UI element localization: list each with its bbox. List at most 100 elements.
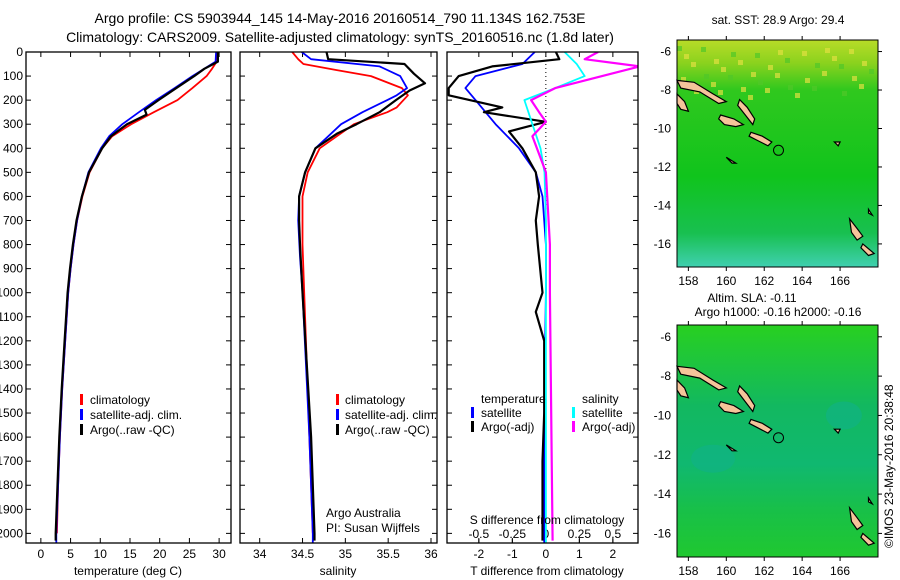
plot-frame — [25, 51, 232, 544]
y-tick-label: 1000 — [0, 286, 23, 300]
sst-patch — [711, 82, 716, 87]
sst-patch — [822, 71, 827, 76]
legend-label: Argo(-adj) — [481, 420, 534, 434]
lon-tick-label: 166 — [830, 274, 850, 288]
island — [717, 400, 745, 415]
series-climatology — [291, 52, 409, 534]
x-tick-label: -1 — [507, 547, 518, 561]
series-salinity-argo-adj- — [529, 52, 638, 541]
legend-swatch-red — [336, 394, 339, 405]
lon-tick-label: 160 — [716, 274, 736, 288]
sst-patch — [718, 90, 723, 95]
x-tick-label: 35.5 — [376, 547, 400, 561]
y-tick-label: 2000 — [0, 526, 23, 540]
lon-tick-label: 158 — [678, 274, 698, 288]
credit-line2: PI: Susan Wijffels — [326, 521, 420, 535]
title-line2: Climatology: CARS2009. Satellite-adjuste… — [66, 29, 614, 45]
x-tick-label: 30 — [212, 547, 226, 561]
sst-patch — [839, 64, 844, 69]
lon-tick-label: 162 — [754, 274, 774, 288]
series-salinity-satellite — [523, 52, 586, 543]
lon-tick-label: 162 — [754, 564, 774, 578]
sst-map-title: sat. SST: 28.9 Argo: 29.4 — [712, 13, 845, 27]
x-tick-label: 20 — [153, 547, 167, 561]
temperature-xlabel: temperature (deg C) — [74, 564, 182, 578]
legend-label: Argo(-adj) — [582, 420, 635, 434]
sst-patch — [768, 65, 773, 70]
island — [737, 384, 756, 413]
sst-patch — [765, 88, 770, 93]
island — [848, 505, 864, 531]
x-tick-label: 0 — [543, 547, 550, 561]
island — [867, 207, 875, 217]
island — [725, 444, 738, 452]
legend-swatch-blue — [471, 407, 474, 418]
y-tick-label: 400 — [3, 141, 23, 155]
legend-label: satellite — [481, 406, 522, 420]
sst-patch — [704, 74, 709, 79]
lon-tick-label: 164 — [792, 274, 812, 288]
sla-patch — [691, 444, 736, 473]
island — [675, 79, 728, 105]
legend-swatch-blue — [336, 409, 339, 420]
difference-xlabel-top: S difference from climatology — [470, 513, 625, 527]
x-tick-label: 0 — [38, 547, 45, 561]
lon-tick-label: 164 — [792, 564, 812, 578]
plot-frame — [239, 51, 438, 544]
salinity-legend: climatology satellite-adj. clim. Argo(..… — [336, 393, 437, 437]
temperature-panel: 0 5 10 15 20 25 300100200300400500600700800900… — [0, 45, 232, 561]
island — [860, 242, 876, 257]
sst-patch — [852, 76, 857, 81]
legend-label: satellite — [582, 406, 623, 420]
y-tick-label: 1800 — [0, 478, 23, 492]
lat-tick-label: -8 — [660, 369, 671, 383]
sst-patch — [825, 48, 830, 53]
y-tick-label: 1900 — [0, 502, 23, 516]
x-tick-label: 25 — [183, 547, 197, 561]
legend-swatch-cyan — [572, 407, 575, 418]
sla-map-title: Altim. SLA: -0.11 — [707, 291, 796, 305]
series-climatology — [56, 52, 218, 534]
sst-patch — [815, 63, 820, 68]
y-tick-label: 300 — [3, 117, 23, 131]
sst-patch — [862, 61, 867, 66]
island — [748, 131, 773, 147]
sst-patch — [795, 93, 800, 98]
sst-patch — [849, 49, 854, 54]
x-tick-label: 34.5 — [291, 547, 315, 561]
sst-patch — [701, 47, 706, 52]
sst-patch — [691, 62, 696, 67]
sst-patch — [681, 77, 686, 82]
x-tick-label: 34 — [253, 547, 267, 561]
x-tick-label-salinity: 0.5 — [605, 527, 622, 541]
island — [725, 156, 738, 164]
y-tick-label: 1200 — [0, 334, 23, 348]
lat-tick-label: -12 — [654, 160, 672, 174]
sst-patch — [788, 85, 793, 90]
y-tick-label: 900 — [3, 262, 23, 276]
sst-patch — [778, 50, 783, 55]
x-tick-label: 1 — [576, 547, 583, 561]
sst-patch — [714, 59, 719, 64]
legend-header-temperature: temperature — [481, 392, 546, 406]
sst-patch — [805, 78, 810, 83]
x-tick-label: -2 — [473, 547, 484, 561]
island — [675, 365, 728, 391]
plot-frame — [446, 51, 639, 544]
y-tick-label: 1500 — [0, 406, 23, 420]
x-tick-label: 5 — [67, 547, 74, 561]
island — [848, 216, 864, 241]
difference-panel: -2 -1 0 1 2-0.5 -0.25 0 0.25 0.5 — [446, 51, 639, 561]
sst-map: 158 160 162 164 166 -6 -8 -10 -12 -14 -16 — [654, 36, 882, 288]
sst-patch — [785, 58, 790, 63]
x-tick-label-salinity: -0.5 — [468, 527, 489, 541]
title-line1: Argo profile: CS 5903944_145 14-May-2016… — [95, 10, 586, 26]
island — [860, 532, 876, 546]
island — [717, 114, 745, 128]
y-tick-label: 100 — [3, 69, 23, 83]
credit-line1: Argo Australia — [326, 506, 401, 520]
legend-swatch-black — [336, 424, 339, 435]
sla-map-subtitle: Argo h1000: -0.16 h2000: -0.16 — [695, 305, 862, 319]
sla-map: 158 160 162 164 166 -6 -8 -10 -12 -14 -16 — [654, 321, 882, 578]
argo-position-marker — [773, 144, 785, 156]
